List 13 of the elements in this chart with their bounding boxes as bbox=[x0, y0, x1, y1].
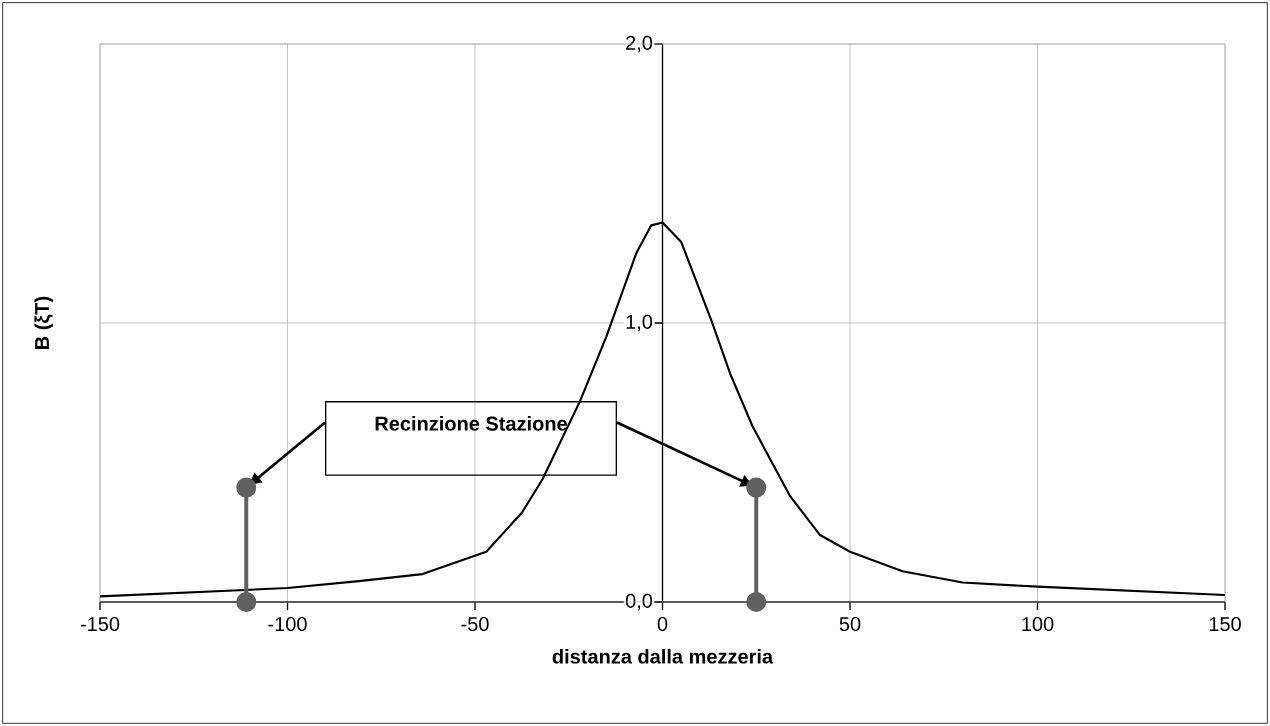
x-tick-label: -50 bbox=[461, 616, 489, 632]
y-tick-label: 0,0 bbox=[625, 593, 653, 611]
x-tick-label: 150 bbox=[1209, 616, 1241, 632]
x-axis-title: distanza dalla mezzeria bbox=[552, 648, 774, 664]
annotation: Recinzione Stazione bbox=[375, 416, 567, 431]
x-tick-label: -100 bbox=[268, 616, 307, 632]
y-tick-label: 2,0 bbox=[626, 35, 653, 53]
x-tick-label: 0 bbox=[657, 616, 668, 632]
x-tick-label: -150 bbox=[80, 616, 120, 632]
y-tick-label: 1,0 bbox=[626, 314, 653, 332]
x-tick-label: 100 bbox=[1022, 616, 1054, 632]
x-tick-label: 50 bbox=[839, 616, 861, 632]
y-axis-title: B (ξT) bbox=[34, 296, 54, 349]
